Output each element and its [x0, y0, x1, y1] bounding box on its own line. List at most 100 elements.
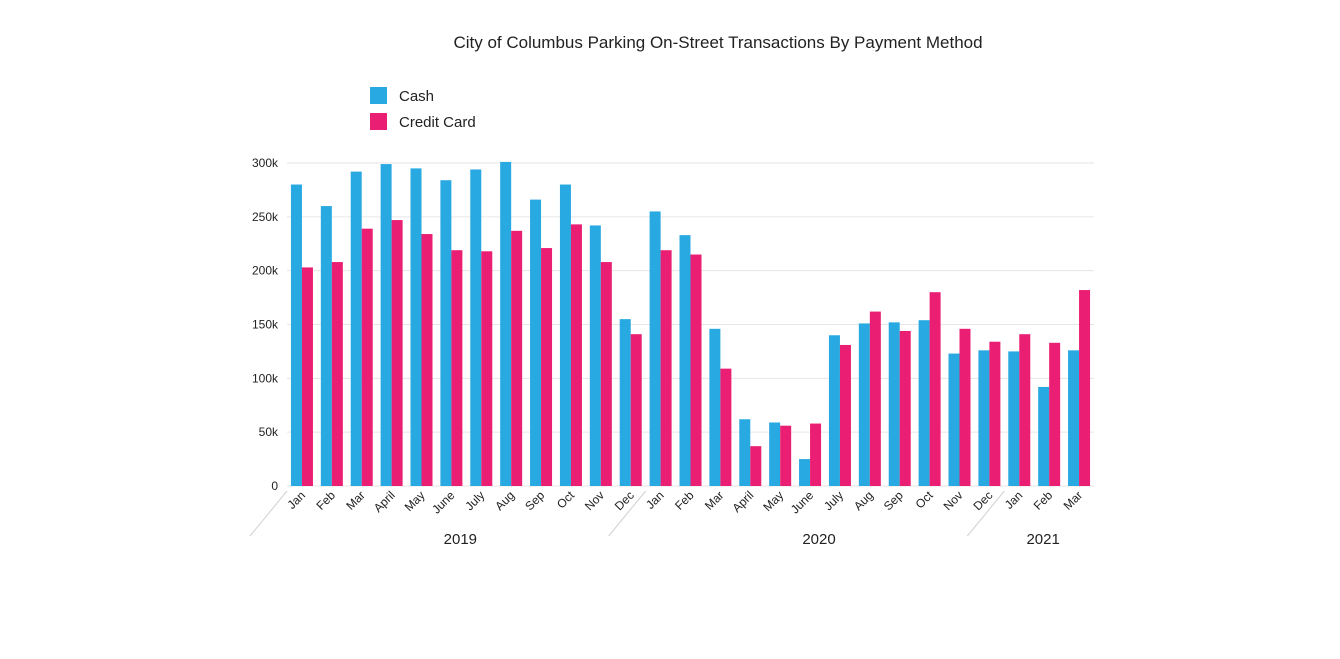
bar-cash: [709, 328, 721, 486]
x-tick-label: Dec: [612, 488, 637, 513]
bar-cash: [1068, 350, 1080, 486]
x-tick-label: Oct: [913, 488, 937, 512]
bar-credit-card: [660, 250, 672, 486]
bar-cash: [290, 184, 302, 487]
bar-cash: [530, 199, 542, 486]
bar-credit-card: [361, 228, 373, 486]
bar-credit-card: [481, 251, 493, 486]
bar-credit-card: [1049, 342, 1061, 486]
x-tick-label: Feb: [672, 488, 697, 513]
bar-cash: [649, 211, 661, 486]
bar-cash: [858, 323, 870, 486]
bar-credit-card: [899, 330, 911, 486]
x-tick-label: June: [788, 488, 817, 517]
bars: [290, 161, 1091, 487]
bar-cash: [1038, 386, 1050, 486]
x-tick-label: Dec: [971, 488, 996, 513]
bar-cash: [828, 335, 840, 486]
bar-credit-card: [570, 224, 582, 486]
bar-cash: [1008, 351, 1020, 486]
x-tick-label: June: [429, 488, 458, 517]
bar-cash: [888, 322, 900, 486]
bar-credit-card: [780, 425, 792, 486]
x-tick-label: Jan: [1002, 488, 1026, 512]
x-tick-label: Jan: [643, 488, 667, 512]
bar-credit-card: [511, 230, 523, 486]
bar-cash: [679, 235, 691, 486]
y-tick-label: 200k: [252, 264, 279, 278]
bar-credit-card: [959, 328, 971, 486]
x-tick-label: July: [821, 488, 846, 513]
x-tick-label: Sep: [881, 488, 906, 513]
y-tick-label: 300k: [252, 156, 279, 170]
bar-cash: [769, 422, 781, 486]
x-group-label: 2019: [444, 531, 477, 548]
legend-label: Cash: [399, 88, 434, 105]
bar-credit-card: [451, 250, 463, 486]
x-tick-label: May: [760, 488, 786, 514]
x-tick-label: Aug: [492, 488, 517, 513]
bar-credit-card: [690, 254, 702, 486]
x-axis-categories: Jan Feb Mar April May June July Aug Sep Oct Nov Dec…: [284, 488, 1085, 517]
x-tick-label: April: [371, 488, 398, 515]
x-tick-label: Jan: [284, 488, 308, 512]
bar-cash: [440, 180, 452, 486]
x-tick-label: Mar: [702, 488, 727, 513]
legend-swatch: [370, 113, 387, 130]
bar-credit-card: [810, 423, 822, 486]
bar-cash: [500, 161, 512, 486]
x-tick-label: Nov: [582, 488, 607, 513]
legend: Cash Credit Card: [370, 87, 476, 131]
bar-credit-card: [1019, 334, 1031, 486]
x-tick-label: Mar: [1061, 488, 1086, 513]
bar-cash: [320, 206, 332, 487]
bar-cash: [739, 419, 751, 486]
bar-credit-card: [929, 292, 941, 486]
bar-credit-card: [750, 446, 762, 486]
bar-credit-card: [989, 341, 1001, 486]
chart-title: City of Columbus Parking On-Street Trans…: [453, 33, 983, 52]
x-tick-label: Oct: [554, 488, 578, 512]
bar-cash: [410, 168, 422, 486]
x-tick-label: April: [730, 488, 757, 515]
group-separator: [249, 490, 288, 537]
bar-credit-card: [600, 262, 612, 486]
bar-cash: [470, 169, 482, 486]
y-tick-label: 0: [271, 479, 278, 493]
x-tick-label: Sep: [522, 488, 547, 513]
bar-credit-card: [331, 262, 343, 486]
legend-swatch: [370, 87, 387, 104]
bar-cash: [559, 184, 571, 487]
bar-cash: [350, 171, 362, 486]
x-group-label: 2020: [802, 531, 835, 548]
bar-credit-card: [1079, 290, 1091, 486]
x-tick-label: Feb: [1031, 488, 1056, 513]
bar-cash: [380, 164, 392, 486]
bar-credit-card: [541, 248, 553, 486]
group-separator: [608, 490, 647, 537]
bar-credit-card: [720, 368, 732, 486]
y-tick-label: 100k: [252, 371, 279, 385]
x-tick-label: Mar: [343, 488, 368, 513]
bar-cash: [978, 350, 990, 486]
bar-cash: [948, 353, 960, 486]
y-tick-label: 250k: [252, 210, 279, 224]
y-tick-label: 50k: [259, 425, 279, 439]
bar-credit-card: [630, 334, 642, 486]
bar-cash: [918, 320, 930, 486]
x-axis-groups: 2019 2020 2021: [249, 490, 1060, 548]
bar-credit-card: [869, 311, 881, 486]
x-tick-label: Aug: [851, 488, 876, 513]
y-axis-ticks: 0 50k 100k 150k 200k 250k 300k: [252, 156, 279, 493]
x-group-label: 2021: [1026, 531, 1059, 548]
bar-cash: [619, 319, 631, 486]
x-tick-label: Feb: [313, 488, 338, 513]
x-tick-label: July: [462, 488, 487, 513]
y-tick-label: 150k: [252, 318, 279, 332]
bar-credit-card: [391, 220, 403, 486]
bar-cash: [799, 459, 811, 486]
x-tick-label: May: [402, 488, 428, 514]
bar-cash: [589, 225, 601, 487]
group-separator: [966, 490, 1005, 537]
